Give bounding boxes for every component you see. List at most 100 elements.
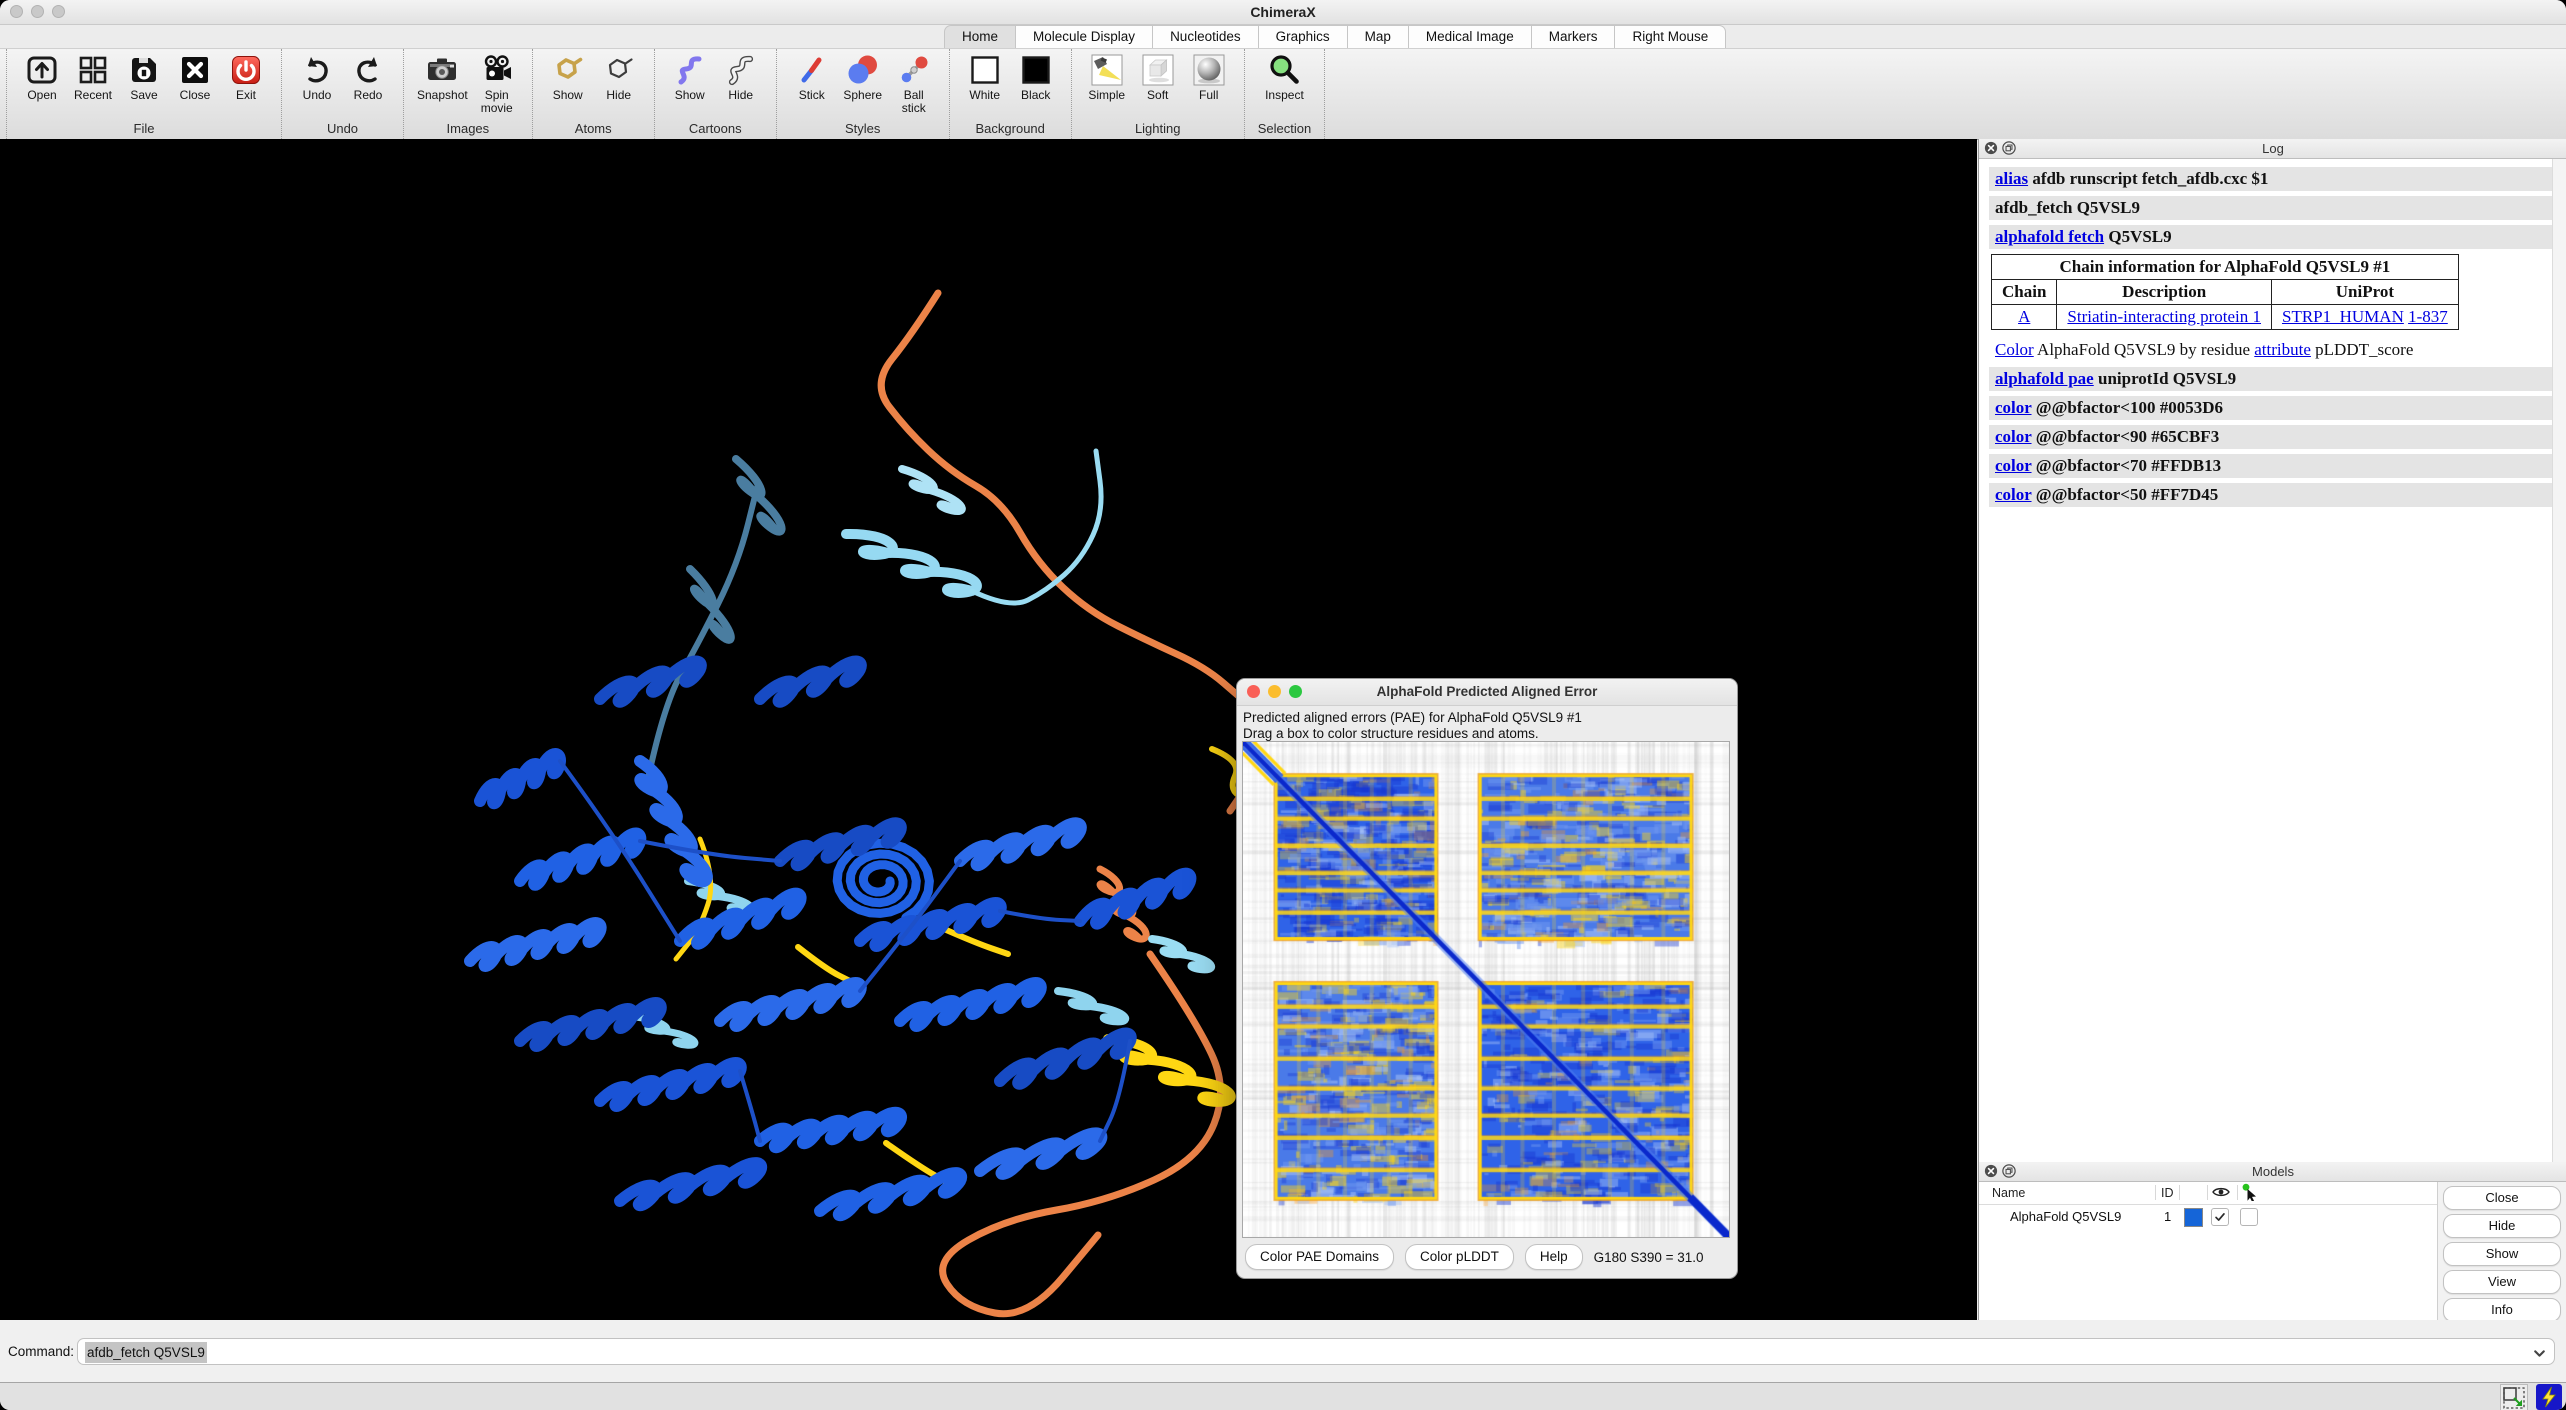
images-spin-movie-button[interactable]: Spin movie — [475, 53, 519, 115]
model-selected-checkbox[interactable] — [2240, 1208, 2258, 1226]
toolbar-button-label: Show — [674, 88, 705, 102]
save-icon — [127, 53, 161, 87]
toolbar-button-label: Show — [552, 88, 583, 102]
log-scrollbar[interactable] — [2552, 159, 2566, 1162]
model-color-swatch[interactable] — [2184, 1208, 2203, 1227]
models-show-button[interactable]: Show — [2443, 1242, 2561, 1266]
pae-help-button[interactable]: Help — [1524, 1244, 1583, 1270]
ribbon-segment — [1098, 1039, 1132, 1143]
models-info-button[interactable]: Info — [2443, 1298, 2561, 1322]
chain-table-cell: STRP1_HUMAN 1-837 — [2270, 304, 2459, 330]
log-link[interactable]: color — [1995, 427, 2032, 446]
ribbon-segment — [941, 926, 1011, 957]
close-window-button[interactable] — [10, 5, 23, 18]
tab-home[interactable]: Home — [944, 25, 1017, 49]
pae-heatmap[interactable] — [1243, 742, 1729, 1237]
log-link[interactable]: A — [2018, 307, 2031, 326]
styles-ball-stick-button[interactable]: Ball stick — [892, 53, 936, 115]
zoom-window-button[interactable] — [52, 5, 65, 18]
lighting-soft-button[interactable]: Soft — [1136, 53, 1180, 102]
tab-nucleotides[interactable]: Nucleotides — [1153, 25, 1259, 49]
pae-color-plddt-button[interactable]: Color pLDDT — [1405, 1244, 1514, 1270]
background-black-button[interactable]: Black — [1014, 53, 1058, 102]
lighting-full-button[interactable]: Full — [1187, 53, 1231, 102]
styles-stick-button[interactable]: Stick — [790, 53, 834, 102]
chain-table-header: UniProt — [2270, 279, 2459, 305]
models-hide-button[interactable]: Hide — [2443, 1214, 2561, 1238]
tab-medical-image[interactable]: Medical Image — [1408, 25, 1532, 49]
log-command-line: color @@bfactor<90 #65CBF3 — [1989, 425, 2553, 449]
log-link[interactable]: 1-837 — [2408, 307, 2448, 326]
log-command-line: color @@bfactor<50 #FF7D45 — [1989, 483, 2553, 507]
tab-map[interactable]: Map — [1347, 25, 1409, 49]
model-shown-checkbox[interactable] — [2211, 1208, 2229, 1226]
tab-right-mouse[interactable]: Right Mouse — [1615, 25, 1727, 49]
lighting-simple-button[interactable]: Simple — [1085, 53, 1129, 102]
toolbar-group-undo: Undo Redo Undo — [282, 49, 404, 139]
models-float-icon[interactable] — [2002, 1164, 2016, 1178]
log-link[interactable]: Striatin-interacting protein 1 — [2067, 307, 2261, 326]
models-list: Name ID AlphaFold Q5VSL9 1 — [1979, 1182, 2438, 1320]
models-button-column: Close Hide Show View Info — [2443, 1186, 2561, 1322]
tab-strip: Home Molecule Display Nucleotides Graphics M… — [944, 25, 1727, 49]
atoms-hide-button[interactable]: Hide — [597, 53, 641, 102]
resize-graphics-icon[interactable] — [2500, 1384, 2528, 1410]
log-panel-header: Log — [1979, 139, 2566, 159]
background-white-button[interactable]: White — [963, 53, 1007, 102]
log-link[interactable]: Color — [1995, 340, 2034, 359]
models-view-button[interactable]: View — [2443, 1270, 2561, 1294]
log-link[interactable]: alias — [1995, 169, 2029, 188]
pae-minimize-button[interactable] — [1268, 685, 1281, 698]
ribbon-segment — [632, 1013, 699, 1049]
models-close-icon[interactable] — [1984, 1164, 1998, 1178]
ribbon-segment — [894, 977, 1047, 1033]
command-input[interactable]: afdb_fetch Q5VSL9 — [77, 1338, 2555, 1365]
log-link[interactable]: color — [1995, 485, 2032, 504]
log-float-icon[interactable] — [2002, 141, 2016, 155]
pae-color-pae-domains-button[interactable]: Color PAE Domains — [1245, 1244, 1395, 1270]
pae-close-button[interactable] — [1247, 685, 1260, 698]
log-link[interactable]: color — [1995, 456, 2032, 475]
log-text: afdb_fetch Q5VSL9 — [1995, 198, 2140, 217]
tab-graphics[interactable]: Graphics — [1258, 25, 1348, 49]
selection-inspect-button[interactable]: Inspect — [1262, 53, 1306, 102]
tab-molecule-display[interactable]: Molecule Display — [1016, 25, 1154, 49]
models-close-button[interactable]: Close — [2443, 1186, 2561, 1210]
pae-hover-readout: G180 S390 = 31.0 — [1593, 1249, 1704, 1265]
toolbar-group-caption: Undo — [326, 121, 359, 136]
atoms-show-button[interactable]: Show — [546, 53, 590, 102]
log-link[interactable]: alphafold fetch — [1995, 227, 2105, 246]
pae-window[interactable]: AlphaFold Predicted Aligned Error Predic… — [1236, 678, 1738, 1279]
log-link[interactable]: attribute — [2254, 340, 2311, 359]
file-recent-button[interactable]: Recent — [71, 53, 115, 102]
pae-zoom-button[interactable] — [1289, 685, 1302, 698]
log-link[interactable]: alphafold pae — [1995, 369, 2094, 388]
undo-undo-button[interactable]: Undo — [295, 53, 339, 102]
log-close-icon[interactable] — [1984, 141, 1998, 155]
command-history-chevron-icon[interactable] — [2531, 1344, 2548, 1361]
toolbar-button-label: Soft — [1147, 88, 1169, 102]
cartoons-show-button[interactable]: Show — [668, 53, 712, 102]
file-open-button[interactable]: Open — [20, 53, 64, 102]
model-row[interactable]: AlphaFold Q5VSL9 1 — [1979, 1206, 2437, 1228]
ribbon-tab-row: Home Molecule Display Nucleotides Graphics M… — [0, 25, 2566, 49]
models-panel-title: Models — [2252, 1164, 2294, 1179]
undo-redo-button[interactable]: Redo — [346, 53, 390, 102]
file-close-button[interactable]: Close — [173, 53, 217, 102]
file-save-button[interactable]: Save — [122, 53, 166, 102]
cartoons-hide-button[interactable]: Hide — [719, 53, 763, 102]
images-snapshot-button[interactable]: Snapshot — [417, 53, 468, 102]
log-text: AlphaFold Q5VSL9 by residue — [2033, 340, 2255, 359]
log-text: @@bfactor<90 #65CBF3 — [2031, 427, 2220, 446]
models-col-name: Name — [1992, 1186, 2026, 1200]
log-link[interactable]: color — [1995, 398, 2032, 417]
tab-markers[interactable]: Markers — [1531, 25, 1616, 49]
ribbon-segment — [854, 897, 1007, 953]
fast-mode-lightning-icon[interactable] — [2536, 1384, 2562, 1410]
log-link[interactable]: STRP1_HUMAN — [2281, 307, 2404, 326]
pae-button-row: Color PAE Domains Color pLDDT Help G180 S3… — [1237, 1244, 1737, 1270]
ribbon-segment — [474, 748, 566, 810]
styles-sphere-button[interactable]: Sphere — [841, 53, 885, 102]
file-exit-button[interactable]: Exit — [224, 53, 268, 102]
minimize-window-button[interactable] — [31, 5, 44, 18]
